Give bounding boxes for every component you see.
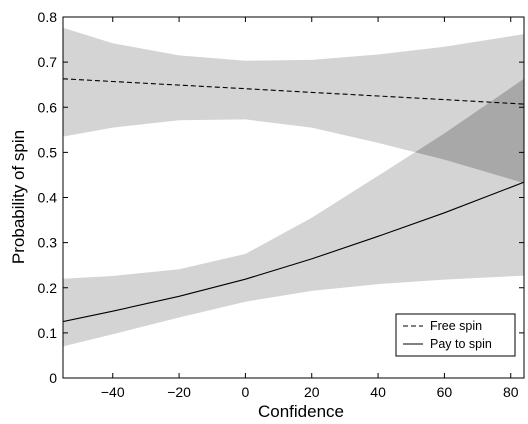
legend: Free spin Pay to spin [395,313,516,357]
x-tick-label: 60 [437,384,453,400]
legend-box [395,313,516,357]
x-tick-label: 0 [242,384,250,400]
x-axis-label: Confidence [258,402,344,421]
y-tick-label: 0 [49,370,57,386]
x-tick-label: 80 [503,384,519,400]
y-axis-label: Probability of spin [9,130,28,264]
series-line-0 [63,78,524,105]
y-tick-label: 0.3 [38,235,58,251]
x-tick-label: 20 [304,384,320,400]
y-tick-label: 0.2 [38,280,58,296]
y-tick-label: 0.4 [38,190,58,206]
series-lines [63,78,524,323]
y-tick-label: 0.7 [38,54,58,70]
legend-label-free-spin: Free spin [430,319,482,333]
x-tick-label: 40 [370,384,386,400]
confidence-band-0 [63,27,524,184]
x-tick-label: −20 [167,384,191,400]
y-tick-label: 0.6 [38,99,58,115]
y-tick-label: 0.8 [38,9,58,25]
x-tick-label: −40 [101,384,125,400]
legend-label-pay-to-spin: Pay to spin [430,337,492,351]
y-tick-label: 0.1 [38,325,58,341]
series-line-1 [63,181,524,323]
confidence-band-1 [63,78,524,347]
y-tick-label: 0.5 [38,144,58,160]
confidence-bands [63,27,524,347]
axes: −40 −20 0 20 40 60 80 0 0.1 0.2 0.3 0.4 0.5 0.6 0.7 0.8 [38,9,524,400]
